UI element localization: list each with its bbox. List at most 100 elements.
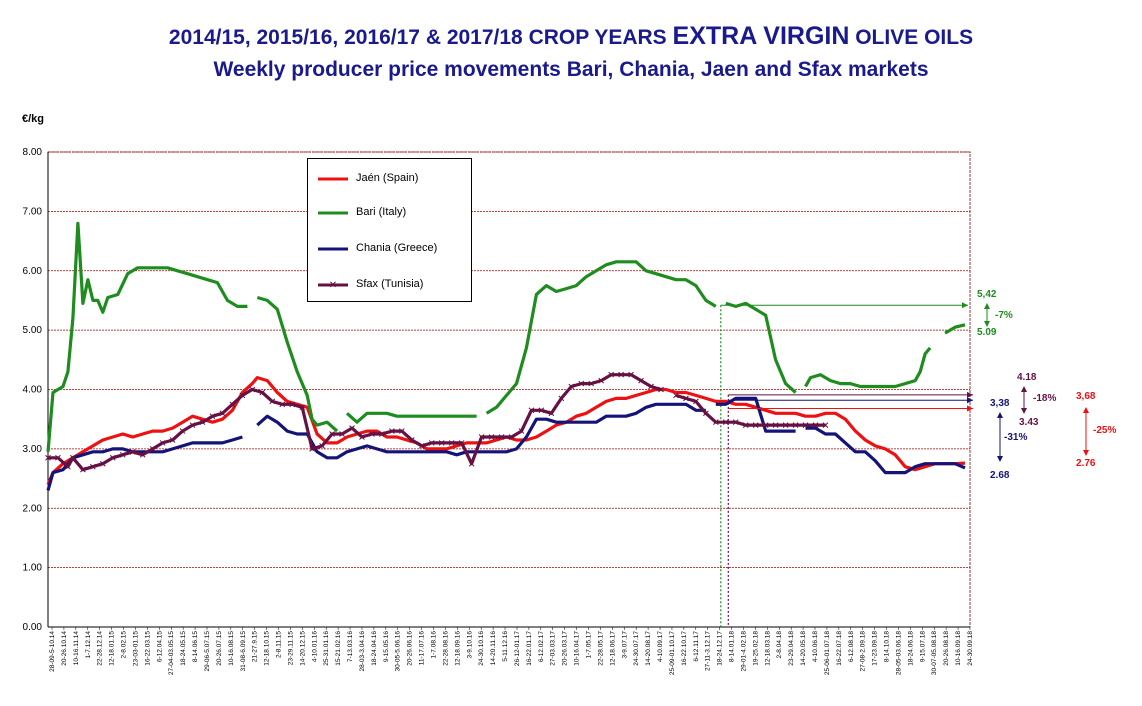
series-marker-sfax [822,422,829,428]
series-marker-sfax [588,380,595,387]
series-marker-sfax [279,401,286,408]
annotation-bari-arrow-head-down [984,321,990,327]
y-tick-label: 3.00 [23,444,43,455]
series-marker-sfax [752,422,759,428]
series-marker-sfax [448,440,455,446]
annotation-jaen-arrow-head-down [1083,450,1089,456]
annotation-jaen-bottom: 2.76 [1076,458,1096,469]
x-tick-label: 18-24.12.17 [717,631,724,666]
series-marker-sfax [389,428,395,434]
series-marker-sfax [608,371,615,378]
annotation-chania-arrow-head-up [997,412,1003,418]
x-tick-label: 19-25.02.18 [752,631,759,666]
x-tick-label: 24-30.09.18 [967,631,974,666]
x-tick-label: 12-18.03.18 [764,631,771,666]
series-marker-sfax [598,377,605,384]
chart-title-line-2: Weekly producer price movements Bari, Ch… [213,58,929,81]
reference-arrow-chania [967,397,973,404]
x-tick-label: 16-22.10.17 [681,631,688,666]
series-marker-sfax [119,451,126,458]
annotation-sfax-arrow-head-down [1021,408,1027,414]
x-tick-label: 22-28.12.14 [97,631,104,666]
y-tick-label: 5.00 [23,325,43,336]
x-tick-label: 10-16.09.18 [955,631,962,666]
series-line-chania [805,426,966,475]
x-tick-label: 5-11.12.16 [502,631,509,662]
series-marker-sfax [732,419,739,426]
reference-arrow-bari [962,302,968,309]
x-tick-label: 20-26.03.17 [562,631,569,666]
series-marker-sfax [339,431,345,437]
series-marker-sfax [369,431,375,437]
x-tick-label: 8-14.01.18 [729,631,736,662]
series-marker-sfax [349,425,355,431]
series-marker-sfax [398,428,405,434]
x-tick-label: 18-24.05.15 [180,631,187,666]
series-marker-sfax [379,431,385,437]
x-tick-label: 22-28.05.17 [597,631,604,666]
x-tick-label: 3-9.07.17 [621,631,628,659]
legend-label-bari: Bari (Italy) [356,206,407,218]
series-marker-sfax [299,404,306,411]
x-tick-label: 25-09-01.10.17 [669,631,676,675]
x-tick-label: 28-05-03.06.18 [895,631,902,675]
x-tick-label: 27-04-03.05.15 [168,631,175,675]
x-tick-label: 9-15.05.16 [383,631,390,662]
x-tick-label: 4-10.09.17 [657,631,664,662]
x-tick-label: 12-18.09.16 [454,631,461,666]
series-marker-sfax [289,401,296,408]
x-tick-label: 1-7.12.14 [85,631,92,659]
x-tick-label: 23-03-01.15 [132,631,139,666]
x-tick-label: 20-26.10.14 [61,631,68,666]
series-marker-sfax [782,422,789,428]
x-tick-label: 2-8.11.15 [276,631,283,658]
series-marker-sfax [518,428,525,434]
y-tick-label: 2.00 [23,503,43,514]
series-line-bari [485,260,717,415]
x-tick-label: 10-16.11.14 [73,631,80,666]
series-marker-sfax [568,383,575,390]
series-marker-sfax [90,463,96,470]
x-tick-label: 4-10.01.16 [311,631,318,662]
x-tick-label: 24-30.10.16 [478,631,485,666]
x-tick-label: 20-26.06.16 [407,631,414,666]
series-marker-sfax [648,383,654,390]
series-marker-sfax [259,389,266,396]
x-tick-label: 25-31.01.16 [323,631,330,666]
series-marker-sfax [149,446,156,452]
x-tick-label: 25-06-01.07.18 [824,631,831,675]
x-tick-label: 3-9.10.16 [466,631,473,659]
x-tick-label: 12-18.10.15 [264,631,271,666]
series-marker-sfax [578,380,585,387]
series-marker-sfax [239,392,246,399]
series-marker-sfax [418,443,425,449]
x-tick-label: 6-12.08.18 [848,631,855,662]
series-marker-sfax [762,422,769,428]
annotation-bari-pct: -7% [995,310,1013,321]
reference-arrow-jaen [967,405,973,412]
series-marker-sfax [70,454,76,461]
legend-label-chania: Chania (Greece) [356,242,438,254]
x-tick-label: 27-11-3.12.17 [705,631,712,671]
annotation-chania-pct: -31% [1004,432,1027,443]
series-marker-sfax [189,422,196,428]
x-tick-label: 14-20.11.16 [490,631,497,666]
x-tick-label: 16-22.03.15 [144,631,151,666]
series-marker-sfax [712,419,719,426]
series-marker-sfax [772,422,779,428]
series-marker-sfax [628,371,634,378]
annotation-sfax-top: 4.18 [1017,372,1037,383]
annotation-sfax-arrow-head-up [1021,386,1027,392]
x-tick-label: 11-17.07.16 [419,631,426,666]
x-tick-label: 28-09-5-10.14 [49,631,56,672]
series-marker-sfax [309,446,315,452]
x-tick-label: 16-22.07.18 [836,631,843,666]
series-marker-sfax [408,437,415,443]
x-tick-label: 20-26.08.18 [943,631,950,666]
x-tick-label: 14-20.05.18 [800,631,807,666]
series-marker-sfax [802,422,809,428]
x-tick-label: 8-14.06.15 [192,631,199,662]
series-marker-sfax [528,407,535,414]
series-marker-sfax [478,434,485,440]
series-marker-sfax [498,434,505,440]
